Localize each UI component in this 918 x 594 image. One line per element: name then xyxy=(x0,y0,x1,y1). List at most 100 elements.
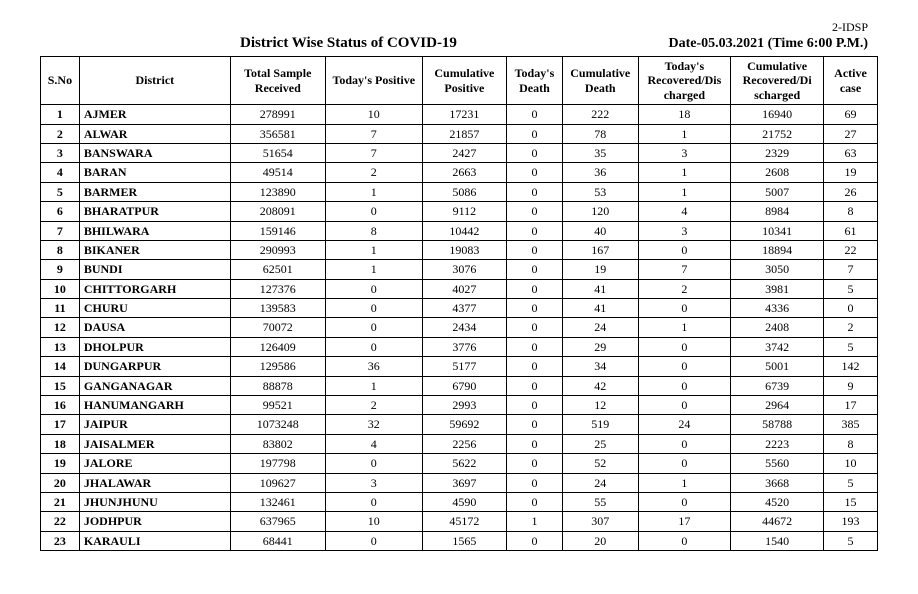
cell-cpos: 3776 xyxy=(422,337,506,356)
page-id: 2-IDSP xyxy=(40,20,878,35)
cell-tpos: 0 xyxy=(325,318,422,337)
cell-trec: 0 xyxy=(638,531,731,550)
page-title: District Wise Status of COVID-19 xyxy=(240,35,457,52)
cell-district: BARAN xyxy=(79,163,230,182)
cell-cdeath: 24 xyxy=(563,318,639,337)
cell-cpos: 4377 xyxy=(422,299,506,318)
cell-cpos: 21857 xyxy=(422,124,506,143)
cell-tpos: 10 xyxy=(325,105,422,124)
cell-crec: 3668 xyxy=(731,473,824,492)
cell-cdeath: 222 xyxy=(563,105,639,124)
cell-tpos: 36 xyxy=(325,357,422,376)
cell-cdeath: 120 xyxy=(563,202,639,221)
cell-district: BUNDI xyxy=(79,260,230,279)
cell-trec: 17 xyxy=(638,512,731,531)
cell-district: DHOLPUR xyxy=(79,337,230,356)
cell-district: CHITTORGARH xyxy=(79,279,230,298)
cell-cdeath: 24 xyxy=(563,473,639,492)
cell-trec: 0 xyxy=(638,240,731,259)
cell-tdeath: 1 xyxy=(506,512,562,531)
cell-cpos: 45172 xyxy=(422,512,506,531)
cell-cpos: 2434 xyxy=(422,318,506,337)
cell-cpos: 9112 xyxy=(422,202,506,221)
cell-tpos: 7 xyxy=(325,143,422,162)
cell-active: 8 xyxy=(824,202,878,221)
table-row: 8BIKANER290993119083016701889422 xyxy=(41,240,878,259)
cell-district: CHURU xyxy=(79,299,230,318)
col-cpos: Cumulative Positive xyxy=(422,57,506,105)
cell-crec: 2408 xyxy=(731,318,824,337)
cell-sno: 1 xyxy=(41,105,80,124)
table-row: 20JHALAWAR10962733697024136685 xyxy=(41,473,878,492)
cell-district: JAIPUR xyxy=(79,415,230,434)
cell-sno: 2 xyxy=(41,124,80,143)
cell-sample: 49514 xyxy=(230,163,325,182)
cell-active: 5 xyxy=(824,279,878,298)
cell-tpos: 2 xyxy=(325,163,422,182)
cell-crec: 4336 xyxy=(731,299,824,318)
cell-tdeath: 0 xyxy=(506,143,562,162)
col-district: District xyxy=(79,57,230,105)
cell-district: JALORE xyxy=(79,454,230,473)
cell-trec: 24 xyxy=(638,415,731,434)
cell-active: 26 xyxy=(824,182,878,201)
cell-active: 27 xyxy=(824,124,878,143)
cell-sample: 70072 xyxy=(230,318,325,337)
table-row: 21JHUNJHUNU132461045900550452015 xyxy=(41,492,878,511)
cell-sno: 15 xyxy=(41,376,80,395)
cell-cpos: 2256 xyxy=(422,434,506,453)
col-cdeath: Cumulative Death xyxy=(563,57,639,105)
cell-crec: 8984 xyxy=(731,202,824,221)
cell-trec: 0 xyxy=(638,376,731,395)
cell-tpos: 32 xyxy=(325,415,422,434)
cell-tpos: 7 xyxy=(325,124,422,143)
cell-cpos: 4027 xyxy=(422,279,506,298)
cell-crec: 5001 xyxy=(731,357,824,376)
cell-cdeath: 41 xyxy=(563,299,639,318)
table-row: 5BARMER123890150860531500726 xyxy=(41,182,878,201)
cell-tdeath: 0 xyxy=(506,182,562,201)
cell-cpos: 6790 xyxy=(422,376,506,395)
cell-cpos: 2993 xyxy=(422,396,506,415)
cell-crec: 3981 xyxy=(731,279,824,298)
cell-trec: 7 xyxy=(638,260,731,279)
cell-trec: 0 xyxy=(638,357,731,376)
cell-sno: 4 xyxy=(41,163,80,182)
cell-sno: 6 xyxy=(41,202,80,221)
cell-sample: 1073248 xyxy=(230,415,325,434)
col-sno: S.No xyxy=(41,57,80,105)
cell-district: ALWAR xyxy=(79,124,230,143)
cell-tpos: 0 xyxy=(325,279,422,298)
cell-sno: 3 xyxy=(41,143,80,162)
cell-cdeath: 53 xyxy=(563,182,639,201)
cell-tpos: 10 xyxy=(325,512,422,531)
cell-active: 10 xyxy=(824,454,878,473)
cell-active: 0 xyxy=(824,299,878,318)
table-row: 7BHILWARA15914681044204031034161 xyxy=(41,221,878,240)
cell-cdeath: 307 xyxy=(563,512,639,531)
cell-active: 5 xyxy=(824,473,878,492)
cell-sample: 62501 xyxy=(230,260,325,279)
cell-district: JHALAWAR xyxy=(79,473,230,492)
cell-tpos: 1 xyxy=(325,376,422,395)
table-row: 6BHARATPUR208091091120120489848 xyxy=(41,202,878,221)
cell-sno: 9 xyxy=(41,260,80,279)
cell-active: 63 xyxy=(824,143,878,162)
cell-sample: 278991 xyxy=(230,105,325,124)
cell-active: 7 xyxy=(824,260,878,279)
cell-active: 142 xyxy=(824,357,878,376)
cell-sample: 123890 xyxy=(230,182,325,201)
cell-active: 15 xyxy=(824,492,878,511)
cell-sample: 109627 xyxy=(230,473,325,492)
cell-sample: 68441 xyxy=(230,531,325,550)
cell-trec: 2 xyxy=(638,279,731,298)
cell-crec: 2964 xyxy=(731,396,824,415)
cell-sno: 22 xyxy=(41,512,80,531)
cell-district: GANGANAGAR xyxy=(79,376,230,395)
cell-sample: 126409 xyxy=(230,337,325,356)
cell-trec: 1 xyxy=(638,124,731,143)
table-row: 22JODHPUR637965104517213071744672193 xyxy=(41,512,878,531)
table-row: 13DHOLPUR12640903776029037425 xyxy=(41,337,878,356)
cell-tpos: 0 xyxy=(325,337,422,356)
table-header: S.No District Total Sample Received Toda… xyxy=(41,57,878,105)
